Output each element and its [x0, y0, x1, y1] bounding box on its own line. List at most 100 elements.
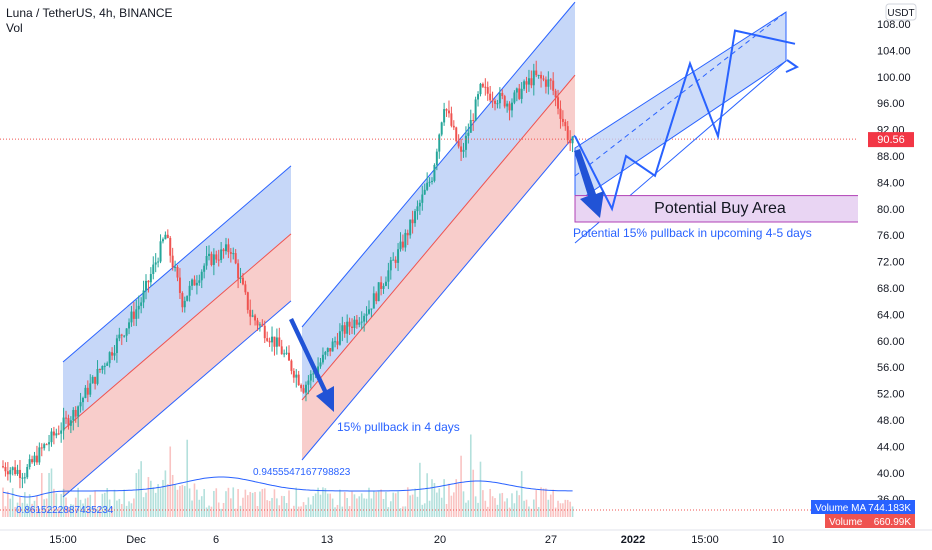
- volume-bar: [103, 492, 106, 517]
- candle-body: [317, 366, 320, 373]
- price-tick-label: 108.00: [877, 19, 911, 31]
- volume-bar: [16, 502, 19, 517]
- volume-bar: [111, 506, 113, 517]
- volume-bar: [545, 488, 547, 517]
- candle-body: [409, 219, 412, 236]
- volume-bar: [84, 498, 87, 517]
- volume-bar: [491, 496, 494, 517]
- price-tick-label: 40.00: [877, 468, 905, 480]
- volume-bar: [421, 504, 424, 517]
- candle-body: [307, 380, 310, 385]
- volume-bar: [404, 506, 407, 517]
- candle-body: [353, 319, 356, 328]
- candle-body: [149, 274, 152, 283]
- candle-body: [377, 282, 380, 302]
- candle-body: [16, 469, 19, 475]
- candle-body: [321, 354, 324, 363]
- candle-body: [343, 325, 346, 334]
- candle-body: [108, 352, 111, 364]
- candle-body: [557, 97, 560, 109]
- volume-bar: [208, 505, 210, 517]
- volume-bar: [249, 491, 252, 517]
- candle-body: [319, 362, 322, 367]
- candle-body: [137, 305, 140, 310]
- volume-bar: [232, 487, 235, 517]
- volume-bar: [293, 505, 295, 517]
- candle-body: [103, 365, 106, 367]
- volume-bar: [552, 489, 554, 517]
- candle-body: [14, 467, 17, 475]
- volume-bar: [469, 434, 472, 517]
- candle-body: [81, 398, 84, 403]
- candle-body: [178, 277, 181, 293]
- volume-bar: [193, 483, 196, 517]
- volume-bar: [353, 494, 356, 517]
- candle-body: [23, 477, 26, 479]
- candle-body: [244, 284, 247, 293]
- volume-bar: [198, 499, 201, 517]
- volume-bar: [72, 504, 75, 517]
- volume-bar: [225, 491, 227, 517]
- candle-body: [174, 266, 177, 268]
- candle-body: [11, 467, 14, 471]
- candle-body: [423, 189, 426, 195]
- volume-bar: [479, 461, 482, 517]
- volume-bar: [428, 500, 431, 517]
- candle-body: [4, 466, 7, 472]
- candle-body: [443, 109, 446, 123]
- volume-bar: [82, 503, 84, 517]
- volume-bar: [266, 500, 268, 517]
- channel-1-top-line: [62, 165, 292, 363]
- volume-bar: [220, 508, 222, 517]
- currency-badge[interactable]: [885, 3, 917, 21]
- volume-bar: [246, 495, 249, 517]
- price-tick-label: 64.00: [877, 309, 905, 321]
- volume-bar: [271, 497, 273, 517]
- volume-bar: [477, 502, 479, 517]
- volume-bar: [263, 488, 266, 517]
- candle-body: [571, 136, 574, 144]
- volume-bar: [268, 500, 271, 517]
- volume-bar: [460, 455, 462, 517]
- candle-body: [431, 180, 433, 182]
- volume-bar: [448, 483, 450, 517]
- candle-body: [346, 321, 349, 334]
- volume-bar: [322, 487, 324, 517]
- time-tick-label: 27: [545, 534, 557, 546]
- volume-bar: [501, 492, 504, 517]
- volume-bar: [215, 488, 218, 517]
- volume-bar: [380, 489, 382, 517]
- candle-body: [67, 418, 70, 426]
- volume-bar: [276, 498, 278, 517]
- volume-bar: [288, 490, 290, 517]
- volume-bar: [474, 496, 477, 517]
- candle-body: [523, 81, 526, 89]
- volume-ma-badge-label: Volume MA: [815, 503, 866, 514]
- volume-bar: [45, 498, 48, 517]
- price-tick-label: 104.00: [877, 45, 911, 57]
- volume-bar: [79, 499, 82, 517]
- volume-bar: [135, 473, 138, 517]
- volume-bar: [152, 487, 155, 517]
- volume-bar: [210, 506, 213, 517]
- volume-bar: [259, 491, 261, 517]
- candle-body: [464, 135, 467, 150]
- candle-body: [384, 281, 387, 286]
- candle-body: [479, 83, 482, 95]
- volume-bar: [377, 491, 380, 517]
- current-price-tag: [868, 132, 914, 148]
- volume-bar: [38, 508, 41, 517]
- volume-bar: [181, 484, 184, 517]
- volume-bar: [57, 507, 60, 517]
- candle-body: [62, 417, 65, 431]
- candle-body: [188, 285, 191, 296]
- candle-body: [261, 324, 264, 326]
- volume-bar: [14, 506, 16, 517]
- candle-body: [518, 88, 521, 99]
- volume-bar: [445, 503, 448, 517]
- volume-bar: [307, 497, 310, 517]
- candle-body: [186, 295, 189, 301]
- volume-bar: [494, 498, 496, 517]
- volume-bar: [523, 500, 525, 517]
